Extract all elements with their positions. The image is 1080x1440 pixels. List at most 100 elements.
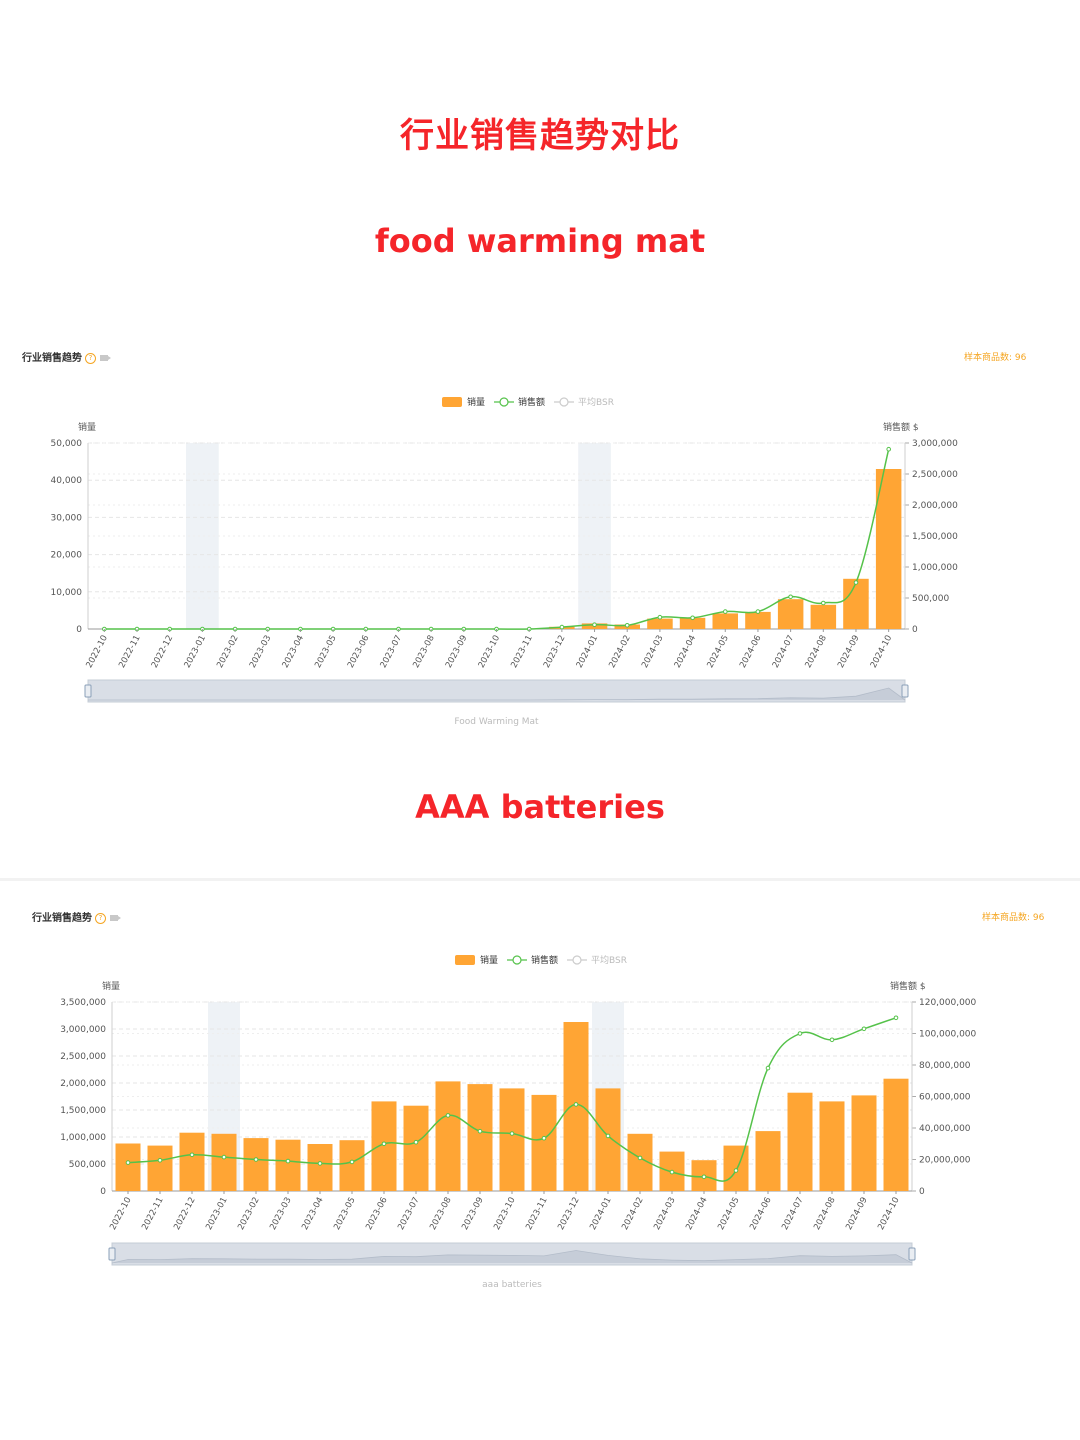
- legend-label: 销量: [467, 396, 485, 408]
- x-tick-label: 2023-07: [396, 1196, 422, 1232]
- sales-point: [701, 1174, 707, 1180]
- x-tick-label: 2022-10: [84, 634, 110, 670]
- sales-point: [829, 1037, 835, 1043]
- sales-point: [573, 1102, 579, 1107]
- x-tick-label: 2024-09: [836, 634, 862, 670]
- x-tick-label: 2024-06: [748, 1196, 774, 1232]
- y-tick-left: 10,000: [51, 588, 83, 598]
- y-tick-right: 3,000,000: [912, 439, 958, 449]
- legend-line-marker: [512, 955, 522, 965]
- zoom-handle-left: [108, 1247, 116, 1261]
- trend-panel: 行业销售趋势? 样本商品数: 96 销量 销售额 平均BSR 销量 销售额 $50,00…: [0, 335, 1080, 735]
- bar: [115, 1143, 141, 1191]
- x-tick-label: 2022-10: [108, 1196, 134, 1232]
- x-tick-label: 2024-07: [780, 1196, 806, 1232]
- help-icon[interactable]: ?: [85, 352, 96, 364]
- bar: [307, 1144, 333, 1191]
- x-tick-label: 2023-02: [215, 634, 241, 670]
- legend-label: 平均BSR: [591, 954, 627, 966]
- x-tick-label: 2023-04: [300, 1196, 326, 1232]
- y-tick-right: 0: [912, 625, 918, 635]
- y-tick-right: 1,500,000: [912, 532, 958, 542]
- y-tick-right: 120,000,000: [919, 998, 977, 1008]
- y-tick-right: 60,000,000: [919, 1093, 971, 1103]
- sales-point: [733, 1168, 739, 1173]
- video-icon[interactable]: [110, 915, 121, 921]
- y-tick-left: 500,000: [69, 1160, 106, 1170]
- bar: [275, 1139, 301, 1191]
- x-tick-label: 2024-09: [844, 1196, 870, 1232]
- y-tick-left: 0: [100, 1187, 106, 1197]
- trend-panel: 行业销售趋势? 样本商品数: 96 销量 销售额 平均BSR 销量 销售额 $3,500…: [0, 878, 1080, 1301]
- y-tick-right: 2,500,000: [912, 470, 958, 480]
- bar: [339, 1140, 365, 1191]
- x-tick-label: 2023-09: [444, 634, 470, 670]
- legend-bsr-marker: [559, 397, 569, 407]
- x-tick-label: 2024-05: [705, 634, 731, 670]
- x-tick-label: 2023-02: [236, 1196, 262, 1232]
- y-axis-left-title: 销量: [102, 980, 120, 992]
- sales-point: [765, 1065, 771, 1071]
- sales-point: [559, 624, 565, 630]
- y-tick-right: 500,000: [912, 594, 949, 604]
- x-tick-label: 2023-10: [492, 1196, 518, 1232]
- x-tick-label: 2023-10: [477, 634, 503, 670]
- sales-point: [317, 1161, 323, 1166]
- section-heading: food warming mat: [374, 222, 706, 260]
- bar: [595, 1088, 621, 1191]
- sales-point: [125, 1160, 131, 1165]
- video-icon[interactable]: [100, 355, 111, 361]
- product-label: Food Warming Mat: [454, 717, 539, 727]
- zoom-slider-preview: [88, 687, 906, 701]
- legend-bar-swatch: [455, 955, 475, 965]
- y-tick-left: 0: [76, 625, 82, 635]
- help-icon[interactable]: ?: [95, 912, 106, 924]
- x-tick-label: 2024-08: [803, 634, 829, 670]
- y-tick-left: 40,000: [51, 476, 83, 486]
- bar: [755, 1131, 781, 1191]
- y-axis-right-title: 销售额 $: [890, 980, 926, 992]
- bar: [819, 1101, 845, 1191]
- y-tick-left: 1,500,000: [60, 1106, 106, 1116]
- sales-point: [592, 622, 597, 628]
- legend-line-marker: [499, 397, 509, 407]
- x-tick-label: 2023-06: [364, 1196, 390, 1232]
- bar: [679, 617, 706, 629]
- x-tick-label: 2022-12: [172, 1196, 198, 1232]
- y-tick-right: 80,000,000: [919, 1061, 971, 1071]
- bar: [371, 1101, 397, 1191]
- sales-point: [605, 1133, 611, 1139]
- legend-label: 销售额: [518, 396, 545, 408]
- y-axis-left-title: 销量: [78, 421, 96, 433]
- product-label: aaa batteries: [482, 1280, 542, 1290]
- bar: [647, 618, 673, 629]
- x-tick-label: 2024-01: [588, 1196, 614, 1232]
- x-tick-label: 2022-11: [117, 634, 143, 670]
- panel-title: 行业销售趋势?: [22, 349, 111, 364]
- x-tick-label: 2024-03: [652, 1196, 678, 1232]
- sales-point: [637, 1155, 643, 1161]
- x-tick-label: 2024-01: [575, 634, 601, 670]
- sales-point: [285, 1158, 291, 1164]
- sales-point: [853, 580, 859, 585]
- sales-line: [104, 449, 890, 630]
- x-tick-label: 2024-10: [876, 1196, 902, 1232]
- sales-point: [669, 1169, 675, 1175]
- bar: [531, 1094, 557, 1191]
- bar: [851, 1095, 877, 1191]
- x-tick-label: 2024-05: [716, 1196, 742, 1232]
- y-tick-left: 3,500,000: [60, 998, 106, 1008]
- x-tick-label: 2023-01: [183, 634, 209, 670]
- sales-point: [755, 609, 761, 614]
- bar: [883, 1078, 909, 1191]
- x-tick-label: 2023-03: [248, 634, 274, 670]
- sales-point: [788, 594, 793, 600]
- y-tick-left: 2,000,000: [60, 1079, 106, 1089]
- x-tick-label: 2024-02: [607, 634, 633, 670]
- panel-title-text: 行业销售趋势: [32, 913, 92, 924]
- x-tick-label: 2023-08: [428, 1196, 454, 1232]
- x-tick-label: 2024-04: [673, 634, 699, 670]
- sales-point: [797, 1031, 803, 1036]
- y-tick-right: 100,000,000: [919, 1030, 977, 1040]
- bar: [211, 1133, 237, 1191]
